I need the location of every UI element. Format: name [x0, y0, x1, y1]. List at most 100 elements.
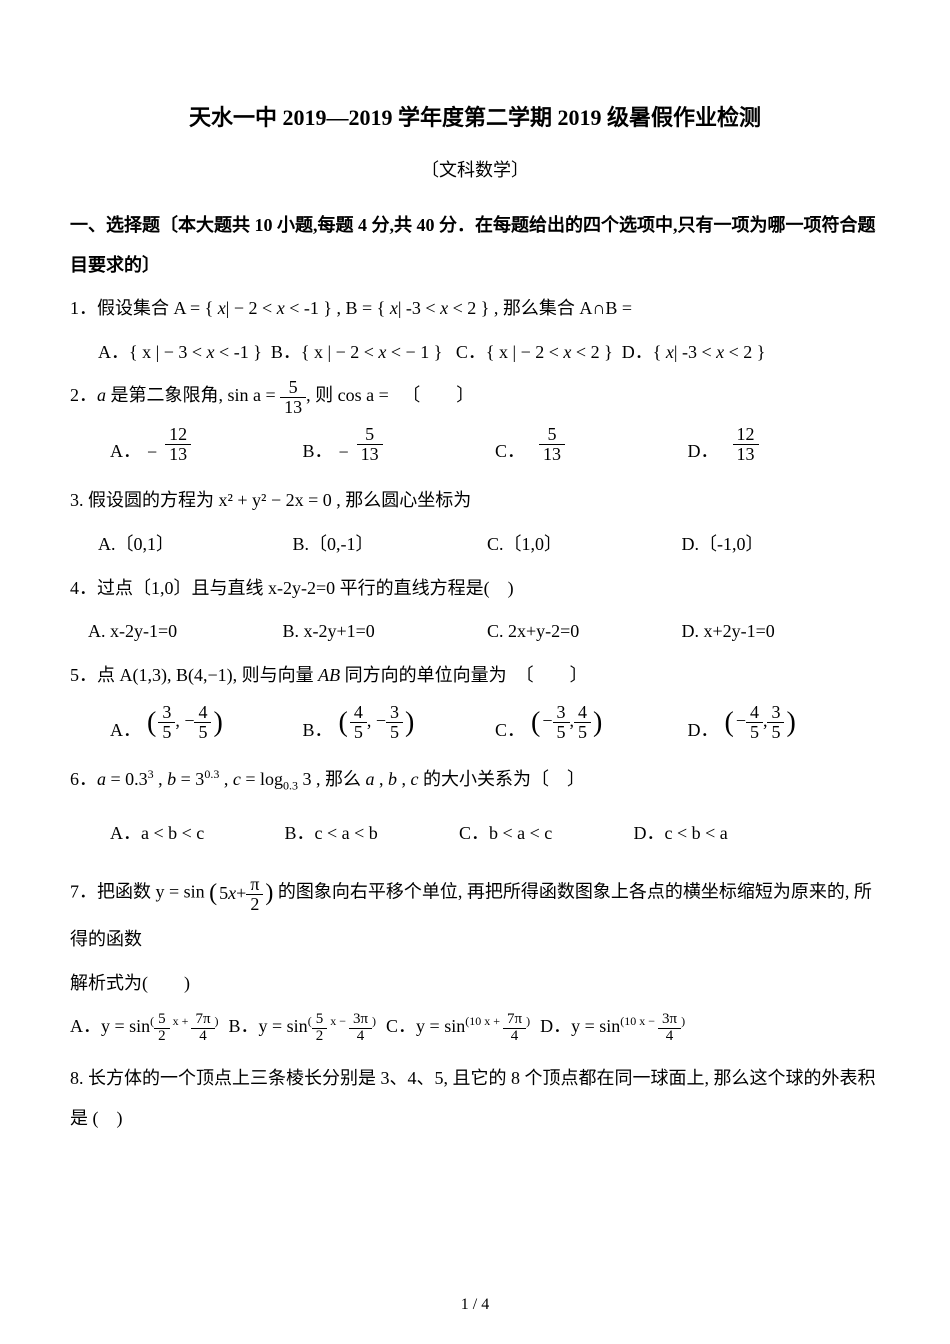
- q1-stem: 1．假设集合 A = { x| − 2 < x < -1 } , B = { x…: [70, 289, 880, 329]
- q2-opt-B: B．−513: [303, 425, 496, 464]
- q1-xv1: x: [277, 298, 285, 318]
- page-footer: 1 / 4: [0, 1296, 950, 1314]
- q2-frac-den: 13: [280, 398, 306, 417]
- q2-D-frac: 1213: [733, 425, 759, 464]
- q5-D-xs: −: [736, 711, 746, 731]
- q6-c1: ,: [154, 769, 168, 789]
- q1-A-pre: A．{ x | − 3 <: [98, 342, 207, 362]
- q6-stem: 6．a = 0.33 , b = 30.3 , c = log0.3 3 , 那…: [70, 760, 880, 800]
- q5-C-xs: −: [542, 711, 552, 731]
- q1-B-pre: B．{ x | − 2 <: [271, 342, 379, 362]
- q5-D-xd: 5: [746, 723, 763, 742]
- q5-D-xn: 4: [746, 703, 763, 723]
- q5-B-yd: 5: [386, 723, 403, 742]
- q3-stem: 3. 假设圆的方程为 x² + y² − 2x = 0 , 那么圆心坐标为: [70, 481, 880, 521]
- q1-A-x: x: [207, 342, 215, 362]
- q7-D-label: D．y = sin: [540, 1016, 620, 1036]
- q7-pi: π: [246, 875, 263, 895]
- q1-A-post: < -1 }: [215, 342, 262, 362]
- q5-options: A． (35, −45) B． (45, −35) C． (−35,45) D．…: [110, 703, 880, 742]
- q8-stem: 8. 长方体的一个顶点上三条棱长分别是 3、4、5, 且它的 8 个顶点都在同一…: [70, 1059, 880, 1138]
- q2-C-den: 13: [539, 445, 565, 464]
- q1-C-post: < 2 }: [571, 342, 612, 362]
- q5-C-label: C．: [495, 716, 525, 742]
- q1-D-post: < 2 }: [724, 342, 765, 362]
- q6-pre: 6．: [70, 769, 97, 789]
- exam-page: 天水一中 2019—2019 学年度第二学期 2019 级暑假作业检测 〔文科数…: [0, 0, 950, 1344]
- q7-B-c1n: 5: [312, 1012, 328, 1029]
- q5-D-label: D．: [688, 716, 719, 742]
- q6-mid: , 那么: [311, 769, 365, 789]
- q6-x2: 0.3: [204, 767, 219, 781]
- q5-opt-B: B． (45, −35): [303, 703, 496, 742]
- q4-stem: 4．过点〔1,0〕且与直线 x-2y-2=0 平行的直线方程是( ): [70, 569, 880, 609]
- q6-b: b: [167, 769, 176, 789]
- q2-D-den: 13: [733, 445, 759, 464]
- q1-c1: − 2 <: [229, 298, 276, 318]
- q7-D-c2d: 4: [658, 1029, 681, 1045]
- q6-A: A．a < b < c: [110, 814, 280, 854]
- q7-B-c2d: 4: [349, 1029, 372, 1045]
- q7-B-x: x −: [327, 1014, 349, 1028]
- q1-options: A．{ x | − 3 < x < -1 } B．{ x | − 2 < x <…: [98, 333, 880, 373]
- q7-A-c2n: 7π: [191, 1012, 214, 1029]
- q5-C-xn: 3: [553, 703, 570, 723]
- q5-D-paren: (−45,35): [725, 703, 796, 742]
- q5-C-yd: 5: [574, 723, 591, 742]
- q1-D-x2: x: [716, 342, 724, 362]
- q7-A-x: x +: [170, 1014, 192, 1028]
- q2-B-sign: −: [339, 442, 349, 463]
- q1-D-mid: -3 <: [677, 342, 716, 362]
- q7-B-c1d: 2: [312, 1029, 328, 1045]
- q7-C-c1: 10 x +: [469, 1014, 503, 1028]
- q2-opt-D: D． 1213: [688, 425, 881, 464]
- q7-D-c2n: 3π: [658, 1012, 681, 1029]
- q1-text: 1．假设集合 A = {: [70, 298, 218, 318]
- q2-D-label: D．: [688, 437, 719, 463]
- q5-D-yd: 5: [767, 723, 784, 742]
- q5-B-label: B．: [303, 716, 333, 742]
- q5-pre: 5．点: [70, 665, 120, 685]
- q1-D-pre: D．{: [622, 342, 666, 362]
- q3-A: A.〔0,1〕: [98, 525, 288, 565]
- q2-B-den: 13: [357, 445, 383, 464]
- q2-B-num: 5: [357, 425, 383, 445]
- q3-C: C.〔1,0〕: [487, 525, 677, 565]
- q6-e2: = 3: [176, 769, 204, 789]
- q7-pre: 7．把函数 y = sin: [70, 882, 205, 902]
- q2-B-frac: 513: [357, 425, 383, 464]
- q6-e3: = log: [241, 769, 283, 789]
- q2-mid: 是第二象限角,: [106, 385, 223, 405]
- q5-B-paren: (45, −35): [339, 703, 415, 742]
- q1-x1: x: [218, 298, 226, 318]
- q5-A-xd: 5: [158, 723, 175, 742]
- q7-C-label: C．y = sin: [386, 1016, 465, 1036]
- q6-bb: b: [388, 769, 397, 789]
- q2-opt-A: A．−1213: [110, 425, 303, 464]
- q6-e1: = 0.3: [106, 769, 148, 789]
- q6-D: D．c < b < a: [634, 814, 804, 854]
- page-subtitle: 〔文科数学〕: [70, 156, 880, 182]
- q6-post: 的大小关系为〔 〕: [418, 769, 585, 789]
- q2-C-frac: 513: [539, 425, 565, 464]
- q5-A-yd: 5: [194, 723, 211, 742]
- q4-B: B. x-2y+1=0: [283, 612, 483, 652]
- q2-pre: 2．: [70, 385, 97, 405]
- q7-opt-D: D．y = sin(10 x − 3π4): [540, 1007, 685, 1047]
- q2-A-label: A．: [110, 437, 141, 463]
- q5-A-label: A．: [110, 716, 141, 742]
- q2-A-frac: 1213: [165, 425, 191, 464]
- q4-A: A. x-2y-1=0: [88, 612, 278, 652]
- q3-B: B.〔0,-1〕: [293, 525, 483, 565]
- q7-opt-B: B．y = sin(52 x − 3π4): [229, 1007, 377, 1047]
- q5-A-paren: (35, −45): [147, 703, 223, 742]
- q1-xv2: x: [440, 298, 448, 318]
- q6-B: B．c < a < b: [285, 814, 455, 854]
- section-1-heading: 一、选择题〔本大题共 10 小题,每题 4 分,共 40 分．在每题给出的四个选…: [70, 206, 880, 285]
- q5-stem: 5．点 A(1,3), B(4,−1), 则与向量 AB 同方向的单位向量为 〔…: [70, 656, 880, 696]
- q5-ab: AB: [318, 665, 340, 685]
- q6-c: c: [233, 769, 241, 789]
- q5-B-yn: 3: [386, 703, 403, 723]
- q7-C-c2n: 7π: [503, 1012, 526, 1029]
- q4-C: C. 2x+y-2=0: [487, 612, 677, 652]
